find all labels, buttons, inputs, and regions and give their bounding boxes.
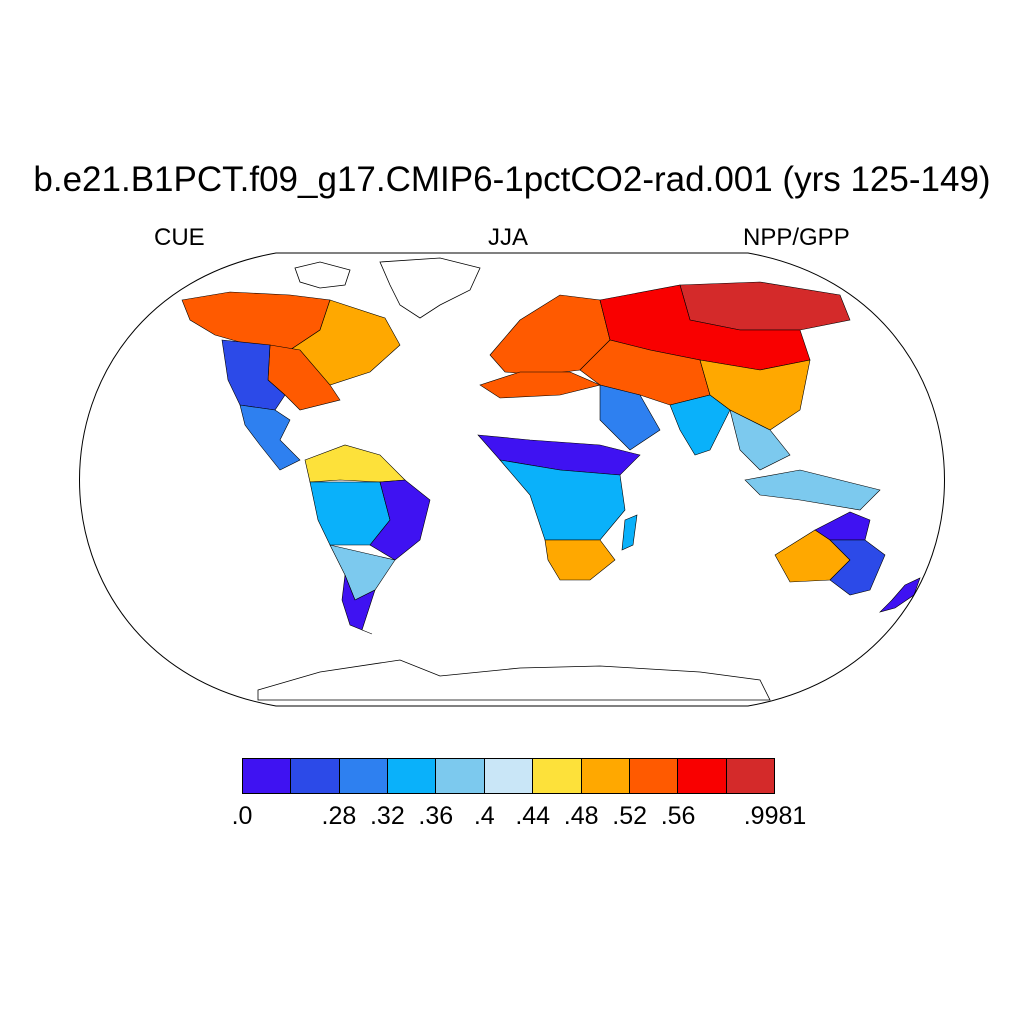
left-subtitle: CUE [154,224,205,251]
colorbar-segment [629,759,679,793]
region-southern-africa [544,539,616,581]
colorbar-segment [581,759,630,793]
map-boundary [79,252,945,707]
colorbar-segment [388,759,437,793]
region-north-africa-coast [479,371,601,399]
colorbar-segment [484,759,534,793]
colorbar-segment [726,759,774,793]
colorbar-tick-label: .0 [231,802,253,830]
center-subtitle: JJA [488,224,529,251]
colorbar-tick-label: .4 [473,802,495,830]
region-mexico [239,404,301,471]
colorbar-segment [436,759,485,793]
colorbar-segment [291,759,340,793]
colorbar-tick-label: .36 [418,802,454,830]
colorbar-tick-label: .52 [612,802,648,830]
region-madagascar [621,514,638,551]
region-india [669,394,731,456]
colorbar-tick-label: .44 [515,802,551,830]
colorbar-segment [678,759,727,793]
region-usa-west [221,339,286,411]
region-sahel [477,434,641,476]
region-australia-southeast [829,539,886,596]
colorbar-tick-label: .9981 [743,802,807,830]
plot-title: b.e21.B1PCT.f09_g17.CMIP6-1pctCO2-rad.00… [33,160,991,199]
region-patagonia [341,574,376,635]
colorbar-segment [243,759,292,793]
colorbar-tick-label: .48 [563,802,599,830]
right-subtitle: NPP/GPP [743,224,850,251]
colorbar-tick-label: .28 [321,802,357,830]
colorbar-segment [533,759,582,793]
antarctica-outline [257,659,771,701]
region-china [699,359,811,431]
region-indonesia [744,469,881,511]
colorbar [242,758,775,794]
colorbar-tick-label: .32 [369,802,405,830]
region-new-zealand [878,577,921,613]
region-central-africa [499,459,626,541]
colorbar-segment [339,759,389,793]
arctic-islands-outline [294,261,351,289]
region-amazon-north [304,444,406,483]
region-southeast-asia [729,409,791,471]
region-brazil-east [369,479,431,561]
greenland-outline [379,257,481,319]
colorbar-tick-label: .56 [660,802,696,830]
region-middle-east [599,384,661,451]
